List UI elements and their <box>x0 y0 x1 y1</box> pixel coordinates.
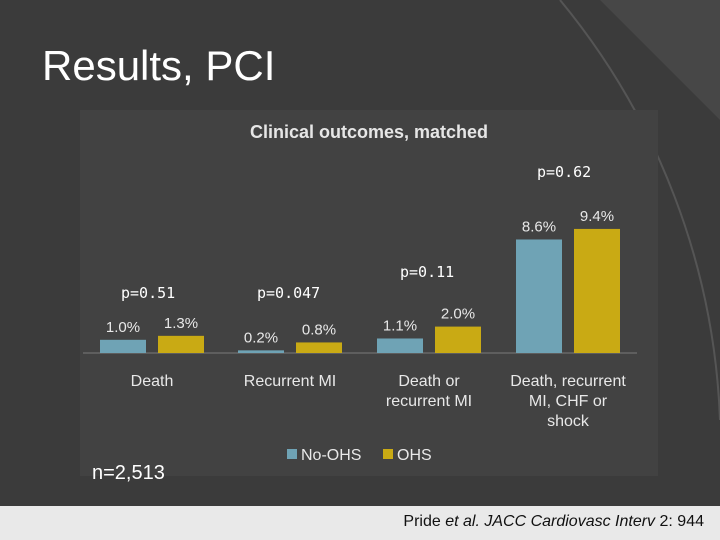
footer-band <box>0 506 720 540</box>
p-value-recurrent-mi: p=0.047 <box>257 284 321 302</box>
data-label-no-ohs-3: 8.6% <box>522 218 556 235</box>
bar-ohs-2 <box>435 326 481 353</box>
p-value-death-or-mi: p=0.11 <box>400 263 455 281</box>
p-value-death: p=0.51 <box>121 284 176 302</box>
data-label-no-ohs-1: 0.2% <box>244 329 278 346</box>
category-label-2-line-0: Death or <box>398 373 460 390</box>
bar-chart: 1.0% 0.2% 1.1% 8.6% 1.3% 0.8% 2.0% 9.4% Death Rec… <box>83 208 637 464</box>
data-label-ohs-0: 1.3% <box>164 315 198 332</box>
data-label-no-ohs-0: 1.0% <box>106 319 140 336</box>
bar-ohs-3 <box>574 228 620 353</box>
bar-no-ohs-1 <box>238 350 284 353</box>
bar-ohs-1 <box>296 342 342 353</box>
bar-no-ohs-0 <box>100 339 146 353</box>
category-label-3-line-1: MI, CHF or <box>529 393 608 410</box>
category-label-1-line-0: Recurrent MI <box>244 373 336 390</box>
bar-no-ohs-3 <box>516 239 562 353</box>
data-label-ohs-3: 9.4% <box>580 208 614 225</box>
data-label-ohs-2: 2.0% <box>441 306 475 323</box>
citation-page: 944 <box>672 513 704 530</box>
data-label-no-ohs-2: 1.1% <box>383 317 417 334</box>
citation-author: Pride <box>403 513 446 530</box>
legend-label-ohs: OHS <box>397 447 432 464</box>
chart-panel: Clinical outcomes, matched 1.0% 0.2% 1.1% 8… <box>80 110 658 476</box>
data-label-ohs-1: 0.8% <box>302 321 336 338</box>
bar-ohs-0 <box>158 335 204 353</box>
sample-size-label: n=2,513 <box>92 462 165 484</box>
chart-title: Clinical outcomes, matched <box>249 122 489 142</box>
legend-swatch-no-ohs <box>287 449 297 459</box>
citation: Pride et al. JACC Cardiovasc Interv 2: 9… <box>403 513 704 531</box>
slide-title: Results, PCI <box>42 42 276 89</box>
legend-swatch-ohs <box>383 449 393 459</box>
citation-volume: 2: <box>655 513 673 530</box>
category-label-3-line-0: Death, recurrent <box>510 373 626 390</box>
bar-no-ohs-2 <box>377 338 423 353</box>
category-label-2-line-1: recurrent MI <box>386 393 472 410</box>
category-label-3-line-2: shock <box>547 413 590 430</box>
category-label-0-line-0: Death <box>131 373 174 390</box>
legend-label-no-ohs: No-OHS <box>301 447 361 464</box>
citation-journal: et al. JACC Cardiovasc Interv <box>445 513 656 530</box>
p-value-composite: p=0.62 <box>537 163 592 181</box>
